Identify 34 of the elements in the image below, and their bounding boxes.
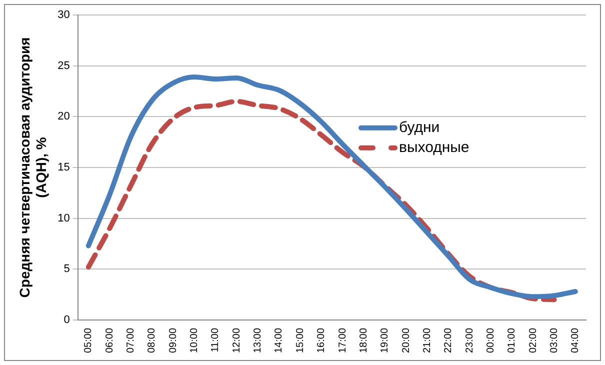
x-tick-label: 23:00 [464, 328, 476, 354]
y-tick-label: 20 [58, 110, 70, 123]
x-tick-label: 00:00 [485, 328, 496, 354]
x-tick-label: 14:00 [274, 328, 285, 354]
x-tick-label: 17:00 [337, 328, 348, 354]
x-tick-label: 11:00 [210, 328, 222, 352]
y-tick-label: 10 [58, 212, 70, 224]
x-tick-label: 06:00 [104, 328, 116, 354]
y-tick-label: 0 [64, 314, 70, 326]
y-tick-label: 15 [58, 162, 70, 174]
x-tick-label: 04:00 [570, 328, 582, 354]
x-tick-label: 10:00 [189, 328, 200, 354]
y-tick-label: 30 [58, 9, 70, 22]
x-tick-label: 12:00 [231, 328, 242, 354]
x-tick-label: 19:00 [380, 328, 391, 354]
x-tick-label: 15:00 [294, 328, 306, 354]
x-tick-label: 13:00 [252, 328, 264, 354]
legend-label: выходные [399, 138, 470, 156]
x-tick-label: 08:00 [146, 328, 158, 354]
x-tick-label: 16:00 [316, 328, 328, 354]
y-axis-title: Средняя четвертичасовая аудитория (AQH), % [16, 37, 50, 298]
x-tick-label: 01:00 [506, 328, 518, 354]
x-tick-label: 05:00 [83, 328, 94, 354]
x-tick-label: 09:00 [168, 328, 179, 354]
y-tick-label: 5 [64, 263, 70, 276]
x-tick-label: 18:00 [358, 328, 370, 354]
x-tick-label: 21:00 [422, 328, 433, 354]
y-tick-label: 25 [58, 60, 70, 72]
x-tick-label: 02:00 [528, 328, 539, 354]
legend-label: будни [399, 118, 440, 136]
x-tick-label: 22:00 [443, 328, 454, 354]
x-tick-label: 07:00 [126, 328, 137, 354]
x-tick-label: 20:00 [400, 328, 412, 354]
x-tick-label: 03:00 [548, 328, 560, 354]
